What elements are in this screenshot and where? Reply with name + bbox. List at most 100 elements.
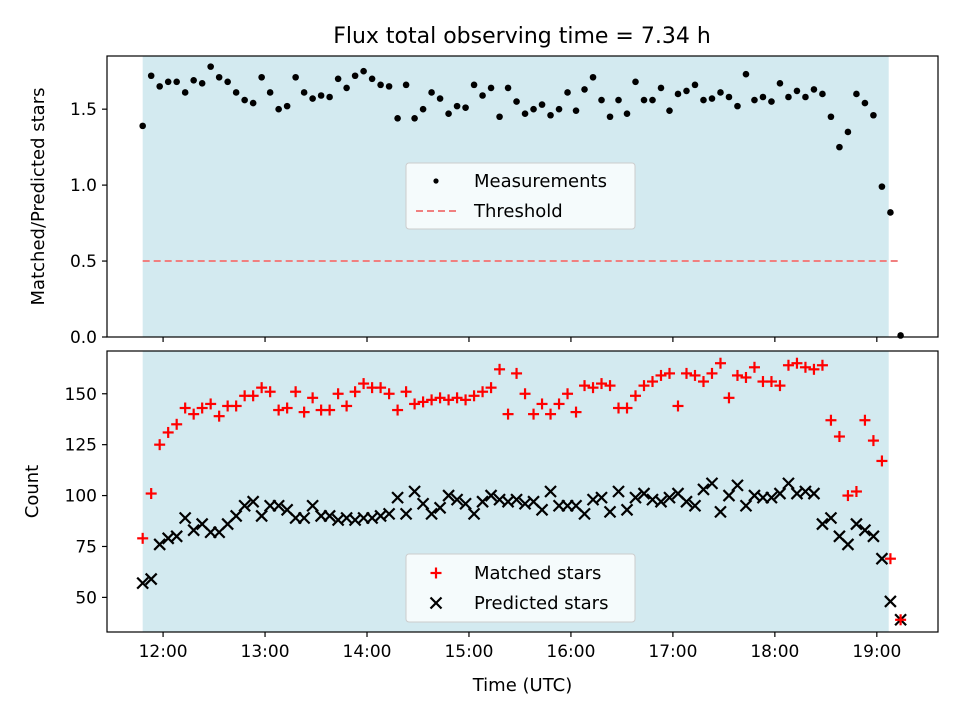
cross-b (637, 487, 651, 500)
cross-b (408, 485, 421, 498)
cross-b (153, 538, 166, 551)
cross-b (365, 511, 379, 525)
cross-b (501, 495, 515, 508)
matched-star-point (298, 406, 310, 418)
measurement-point (615, 96, 622, 104)
predicted-star-point (510, 493, 523, 506)
cross-b (144, 572, 158, 586)
matched-star-point (774, 380, 786, 392)
matched-star-point (477, 386, 489, 398)
matched-star-point (392, 404, 404, 416)
cross-b (816, 517, 829, 531)
cross-b (433, 501, 447, 515)
predicted-star-point (739, 499, 753, 513)
measurement-point (674, 90, 682, 98)
cross-b (476, 495, 489, 508)
matched-star-point (264, 386, 276, 398)
measurement-point (249, 99, 257, 107)
matched-star-point (519, 388, 531, 400)
predicted-star-point (399, 507, 413, 521)
matched-star-point (825, 414, 837, 426)
matched-star-point (765, 376, 777, 388)
measurement-point (897, 332, 904, 339)
measurement-point (844, 128, 852, 136)
measurement-point (717, 89, 724, 96)
legend-predicted-marker (429, 596, 443, 610)
matched-star-point (604, 380, 616, 392)
measurement-point (700, 96, 707, 104)
cross-b (782, 477, 795, 490)
matched-star-point (409, 398, 421, 410)
cross-b (195, 517, 209, 531)
matched-star-point (196, 402, 208, 414)
matched-star-point (383, 388, 395, 400)
predicted-star-point (323, 509, 336, 523)
measurement-point (657, 84, 665, 92)
count-legend-box (405, 553, 636, 623)
x-tick-label: 19:00 (852, 642, 901, 662)
cross-b (297, 511, 311, 525)
matched-star-point (332, 388, 344, 400)
predicted-star-point (816, 517, 829, 531)
measurement-point (224, 78, 231, 86)
cross-b (425, 507, 438, 521)
matched-star-point (596, 378, 608, 390)
cross-b (170, 530, 183, 543)
measurement-point (258, 73, 265, 81)
predicted-star-point (714, 505, 727, 519)
matched-star-point (689, 369, 701, 381)
cross-b (518, 497, 532, 510)
predicted-star-point (867, 530, 880, 543)
matched-star-point (697, 376, 709, 388)
matched-star-point (213, 410, 225, 422)
measurement-point (589, 73, 597, 81)
cross-b (586, 493, 600, 506)
matched-star-point (672, 400, 684, 412)
cross-b (229, 509, 243, 523)
predicted-star-point (688, 499, 702, 513)
measurement-point (623, 110, 631, 118)
matched-star-point (162, 426, 174, 438)
measurement-point (598, 96, 605, 104)
measurement-point (632, 78, 639, 86)
matched-star-point (884, 553, 896, 565)
ratio-legend-box (405, 162, 636, 230)
measurement-point (759, 93, 767, 101)
matched-star-point (630, 390, 642, 402)
measurement-point (173, 78, 180, 86)
x-tick-label: 16:00 (546, 642, 595, 662)
cross-b (391, 491, 404, 504)
matched-star-point (706, 367, 718, 379)
measurement-point (275, 105, 282, 113)
predicted-star-point (178, 511, 192, 525)
cross-b (255, 509, 268, 523)
predicted-star-point (680, 495, 693, 508)
measurement-point (283, 102, 291, 110)
ratio-legend: Measurements Threshold (405, 162, 636, 230)
y-tick-label: 1.5 (70, 100, 97, 120)
measurement-point (232, 89, 240, 96)
matched-star-point (562, 388, 574, 400)
predicted-star-point (884, 595, 897, 608)
measurement-point (496, 113, 503, 121)
matched-star-point (502, 408, 514, 420)
cross-b (374, 509, 387, 523)
measurement-point (810, 86, 818, 93)
y-tick-label: 150 (65, 385, 97, 405)
measurement-point (436, 95, 444, 102)
legend-cross-glyph (429, 596, 443, 610)
cross-b (875, 552, 889, 565)
measurement-point (368, 75, 376, 83)
matched-star-point (256, 382, 268, 394)
count-legend: Matched stars Predicted stars (405, 553, 636, 623)
predicted-star-point (238, 499, 251, 513)
measurement-point (691, 81, 699, 89)
cross-b (833, 530, 846, 543)
matched-star-point (307, 392, 319, 404)
matched-star-point (895, 614, 907, 626)
measurement-point (190, 77, 197, 84)
cross-b (450, 493, 464, 506)
measurement-point (708, 95, 716, 102)
matched-star-point (375, 382, 387, 394)
predicted-star-point (595, 491, 608, 504)
